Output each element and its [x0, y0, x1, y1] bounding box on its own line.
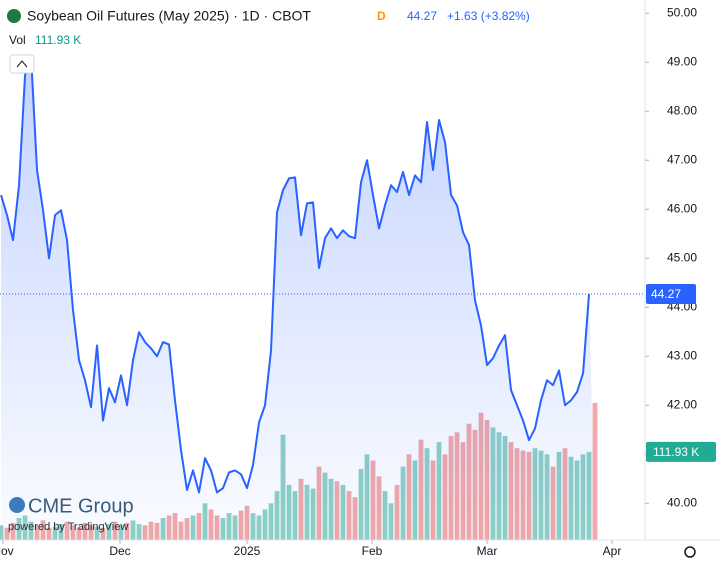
y-tick-label: 42.00: [667, 397, 697, 411]
logo-mark: [9, 497, 25, 513]
y-tick-label: 47.00: [667, 152, 697, 166]
y-tick-label: 40.00: [667, 495, 697, 509]
volume-tag-label: 111.93 K: [653, 445, 699, 459]
volume-label: Vol: [9, 33, 26, 47]
axes: 40.0041.0042.0043.0044.0045.0046.0047.00…: [0, 5, 716, 558]
price-change: +1.63 (+3.82%): [447, 9, 530, 23]
x-tick-label: Dec: [109, 544, 130, 558]
x-tick-label: 2025: [234, 544, 261, 558]
y-tick-label: 46.00: [667, 201, 697, 215]
x-tick-label: Feb: [362, 544, 383, 558]
settings-icon[interactable]: [684, 546, 696, 558]
x-tick-label: Mar: [477, 544, 498, 558]
volume-tag: [646, 441, 716, 462]
chart-title: Soybean Oil Futures (May 2025) · 1D · CB…: [27, 8, 311, 24]
symbol-icon: [7, 9, 21, 23]
y-tick-label: 43.00: [667, 348, 697, 362]
x-tick-label: Apr: [603, 544, 622, 558]
collapse-button[interactable]: [9, 54, 35, 74]
x-tick-label: Nov: [0, 544, 14, 558]
volume-bar: [592, 403, 598, 540]
y-tick-label: 45.00: [667, 250, 697, 264]
area: [1, 55, 596, 540]
plot: [0, 54, 645, 540]
collapse-icon: [16, 60, 28, 68]
y-tick-label: 49.00: [667, 54, 697, 68]
y-tick-label: 48.00: [667, 103, 697, 117]
price-line: [0, 54, 591, 494]
volume-value: 111.93 K: [35, 33, 81, 47]
last-price: 44.27: [407, 9, 437, 23]
y-tick-label: 50.00: [667, 5, 697, 19]
last-price-tag-label: 44.27: [651, 287, 681, 301]
last-price-tag: [646, 284, 696, 305]
powered-by: powered by TradingView: [8, 521, 128, 533]
logo: CME Group: [28, 495, 134, 517]
interval-badge: D: [377, 9, 386, 23]
